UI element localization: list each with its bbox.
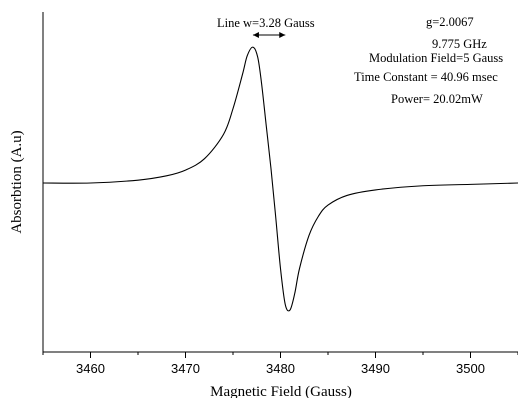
x-tick-label: 3480	[266, 361, 295, 376]
x-tick-label: 3490	[361, 361, 390, 376]
x-tick-label: 3460	[76, 361, 105, 376]
linewidth-arrow-head	[252, 32, 259, 38]
linewidth-arrow-head	[279, 32, 286, 38]
annotation-g-value: g=2.0067	[426, 15, 474, 29]
x-ticks: 3460 3470 3480 3490 3500	[42, 352, 518, 376]
annotation-time-constant: Time Constant = 40.96 msec	[354, 70, 498, 84]
series-line	[42, 46, 518, 312]
annotation-power: Power= 20.02mW	[391, 92, 483, 106]
linewidth-marker	[252, 32, 286, 38]
x-tick-label: 3470	[171, 361, 200, 376]
y-axis-label: Absorbtion (A.u)	[9, 130, 25, 233]
x-axis-label: Magnetic Field (Gauss)	[210, 384, 352, 398]
annotation-line-width: Line w=3.28 Gauss	[217, 16, 315, 30]
annotation-frequency: 9.775 GHz	[432, 37, 487, 51]
x-tick-label: 3500	[456, 361, 485, 376]
annotation-modulation: Modulation Field=5 Gauss	[369, 51, 503, 65]
plot-area	[43, 12, 518, 352]
